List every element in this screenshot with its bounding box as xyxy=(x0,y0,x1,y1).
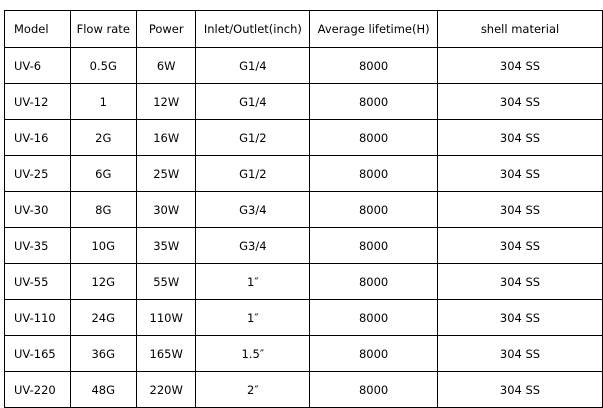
table-cell: 304 SS xyxy=(437,155,603,192)
table-cell: 220W xyxy=(135,371,197,408)
table-cell: UV-6 xyxy=(4,47,71,84)
table-cell: 1″ xyxy=(195,263,311,300)
table-cell: 25W xyxy=(135,155,197,192)
table-container: Model Flow rate Power Inlet/Outlet(inch) Ave… xyxy=(4,10,603,408)
table-cell: 304 SS xyxy=(437,83,603,120)
table-cell: 0.5G xyxy=(69,47,137,84)
table-cell: 304 SS xyxy=(437,263,603,300)
table-row: UV-55 12G 55W 1″ 8000 304 SS xyxy=(4,263,603,300)
table-cell: UV-25 xyxy=(4,155,71,192)
table-cell: 304 SS xyxy=(437,371,603,408)
table-cell: 6W xyxy=(135,47,197,84)
table-row: UV-165 36G 165W 1.5″ 8000 304 SS xyxy=(4,335,603,372)
table-cell: 55W xyxy=(135,263,197,300)
table-cell: UV-165 xyxy=(4,335,71,372)
table-cell: 2G xyxy=(69,119,137,156)
table-cell: 36G xyxy=(69,335,137,372)
table-cell: 1″ xyxy=(195,299,311,336)
table-cell: 304 SS xyxy=(437,191,603,228)
table-cell: 304 SS xyxy=(437,227,603,264)
table-cell: UV-55 xyxy=(4,263,71,300)
table-cell: 304 SS xyxy=(437,299,603,336)
header-cell: Power xyxy=(135,10,197,48)
table-cell: 30W xyxy=(135,191,197,228)
table-cell: 6G xyxy=(69,155,137,192)
table-row: UV-6 0.5G 6W G1/4 8000 304 SS xyxy=(4,47,603,84)
table-cell: UV-35 xyxy=(4,227,71,264)
table-cell: 8000 xyxy=(309,335,439,372)
table-row: UV-12 1 12W G1/4 8000 304 SS xyxy=(4,83,603,120)
table-cell: 8000 xyxy=(309,119,439,156)
table-cell: 8000 xyxy=(309,299,439,336)
table-cell: 8000 xyxy=(309,371,439,408)
table-cell: UV-110 xyxy=(4,299,71,336)
table-row: UV-220 48G 220W 2″ 8000 304 SS xyxy=(4,371,603,408)
table-cell: G3/4 xyxy=(195,191,311,228)
table-cell: 8000 xyxy=(309,263,439,300)
table-row: UV-35 10G 35W G3/4 8000 304 SS xyxy=(4,227,603,264)
table-cell: 12G xyxy=(69,263,137,300)
table-cell: 1 xyxy=(69,83,137,120)
header-cell: Flow rate xyxy=(69,10,137,48)
table-cell: 48G xyxy=(69,371,137,408)
table-cell: G1/2 xyxy=(195,119,311,156)
table-cell: 24G xyxy=(69,299,137,336)
table-cell: 8G xyxy=(69,191,137,228)
table-cell: 8000 xyxy=(309,47,439,84)
header-cell: Model xyxy=(4,10,71,48)
table-cell: 10G xyxy=(69,227,137,264)
table-cell: UV-30 xyxy=(4,191,71,228)
table-cell: 12W xyxy=(135,83,197,120)
table-cell: G1/4 xyxy=(195,47,311,84)
table-row: UV-25 6G 25W G1/2 8000 304 SS xyxy=(4,155,603,192)
table-cell: 16W xyxy=(135,119,197,156)
table-row: UV-16 2G 16W G1/2 8000 304 SS xyxy=(4,119,603,156)
table-cell: 8000 xyxy=(309,227,439,264)
table-cell: 2″ xyxy=(195,371,311,408)
table-cell: G1/4 xyxy=(195,83,311,120)
table-cell: 8000 xyxy=(309,155,439,192)
table-cell: 304 SS xyxy=(437,119,603,156)
table-cell: G3/4 xyxy=(195,227,311,264)
table-cell: UV-16 xyxy=(4,119,71,156)
table-cell: 8000 xyxy=(309,83,439,120)
header-cell: shell material xyxy=(437,10,603,48)
table-row: UV-30 8G 30W G3/4 8000 304 SS xyxy=(4,191,603,228)
table-cell: G1/2 xyxy=(195,155,311,192)
table-cell: 304 SS xyxy=(437,47,603,84)
spec-table: Model Flow rate Power Inlet/Outlet(inch) Ave… xyxy=(4,10,603,408)
table-cell: 8000 xyxy=(309,191,439,228)
table-cell: 165W xyxy=(135,335,197,372)
table-cell: UV-220 xyxy=(4,371,71,408)
table-cell: 1.5″ xyxy=(195,335,311,372)
header-cell: Inlet/Outlet(inch) xyxy=(195,10,311,48)
table-cell: 304 SS xyxy=(437,335,603,372)
table-cell: UV-12 xyxy=(4,83,71,120)
table-cell: 110W xyxy=(135,299,197,336)
table-row: UV-110 24G 110W 1″ 8000 304 SS xyxy=(4,299,603,336)
header-cell: Average lifetime(H) xyxy=(309,10,439,48)
table-cell: 35W xyxy=(135,227,197,264)
header-row: Model Flow rate Power Inlet/Outlet(inch) Ave… xyxy=(4,10,603,48)
